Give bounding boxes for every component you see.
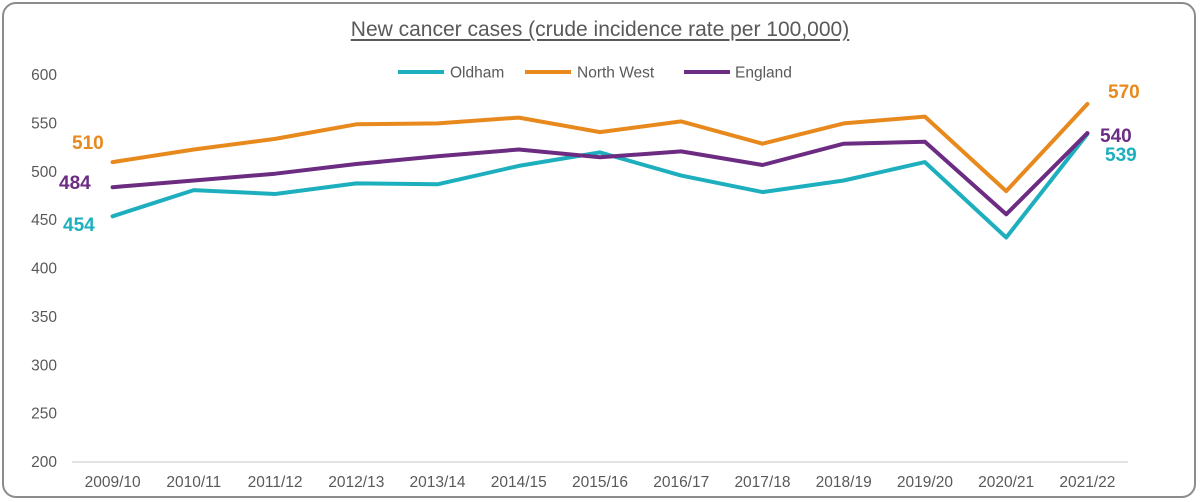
data-label: 570 <box>1108 82 1140 103</box>
x-tick-label: 2016/17 <box>653 474 709 491</box>
x-tick-label: 2018/19 <box>816 474 872 491</box>
legend-label: England <box>735 65 792 82</box>
x-tick-label: 2014/15 <box>491 474 547 491</box>
x-tick-label: 2013/14 <box>410 474 466 491</box>
legend-label: North West <box>577 65 655 82</box>
series-line-england <box>110 131 1090 217</box>
data-label: 454 <box>63 215 95 236</box>
legend-label: Oldham <box>450 65 504 82</box>
data-label: 540 <box>1100 126 1132 147</box>
y-tick-label: 300 <box>31 357 57 374</box>
y-tick-label: 600 <box>31 67 57 84</box>
x-tick-label: 2010/11 <box>166 474 221 491</box>
x-tick-label: 2012/13 <box>328 474 384 491</box>
x-tick-label: 2021/22 <box>1059 474 1115 491</box>
y-tick-label: 500 <box>31 164 57 181</box>
x-tick-label: 2020/21 <box>978 474 1034 491</box>
y-tick-label: 400 <box>31 261 57 278</box>
x-tick-label: 2009/10 <box>85 474 141 491</box>
series-line-oldham <box>110 132 1090 240</box>
series-line-north-west <box>110 102 1090 194</box>
y-tick-label: 200 <box>31 454 57 471</box>
data-label: 484 <box>59 173 91 194</box>
y-tick-label: 350 <box>31 309 57 326</box>
x-tick-label: 2017/18 <box>734 474 790 491</box>
x-tick-label: 2015/16 <box>572 474 628 491</box>
x-tick-label: 2011/12 <box>248 474 303 491</box>
y-tick-label: 450 <box>31 212 57 229</box>
data-label: 539 <box>1105 145 1137 166</box>
y-tick-label: 550 <box>31 115 57 132</box>
x-tick-label: 2019/20 <box>897 474 953 491</box>
data-label: 510 <box>72 133 104 154</box>
chart-title: New cancer cases (crude incidence rate p… <box>350 18 850 41</box>
y-tick-label: 250 <box>31 406 57 423</box>
